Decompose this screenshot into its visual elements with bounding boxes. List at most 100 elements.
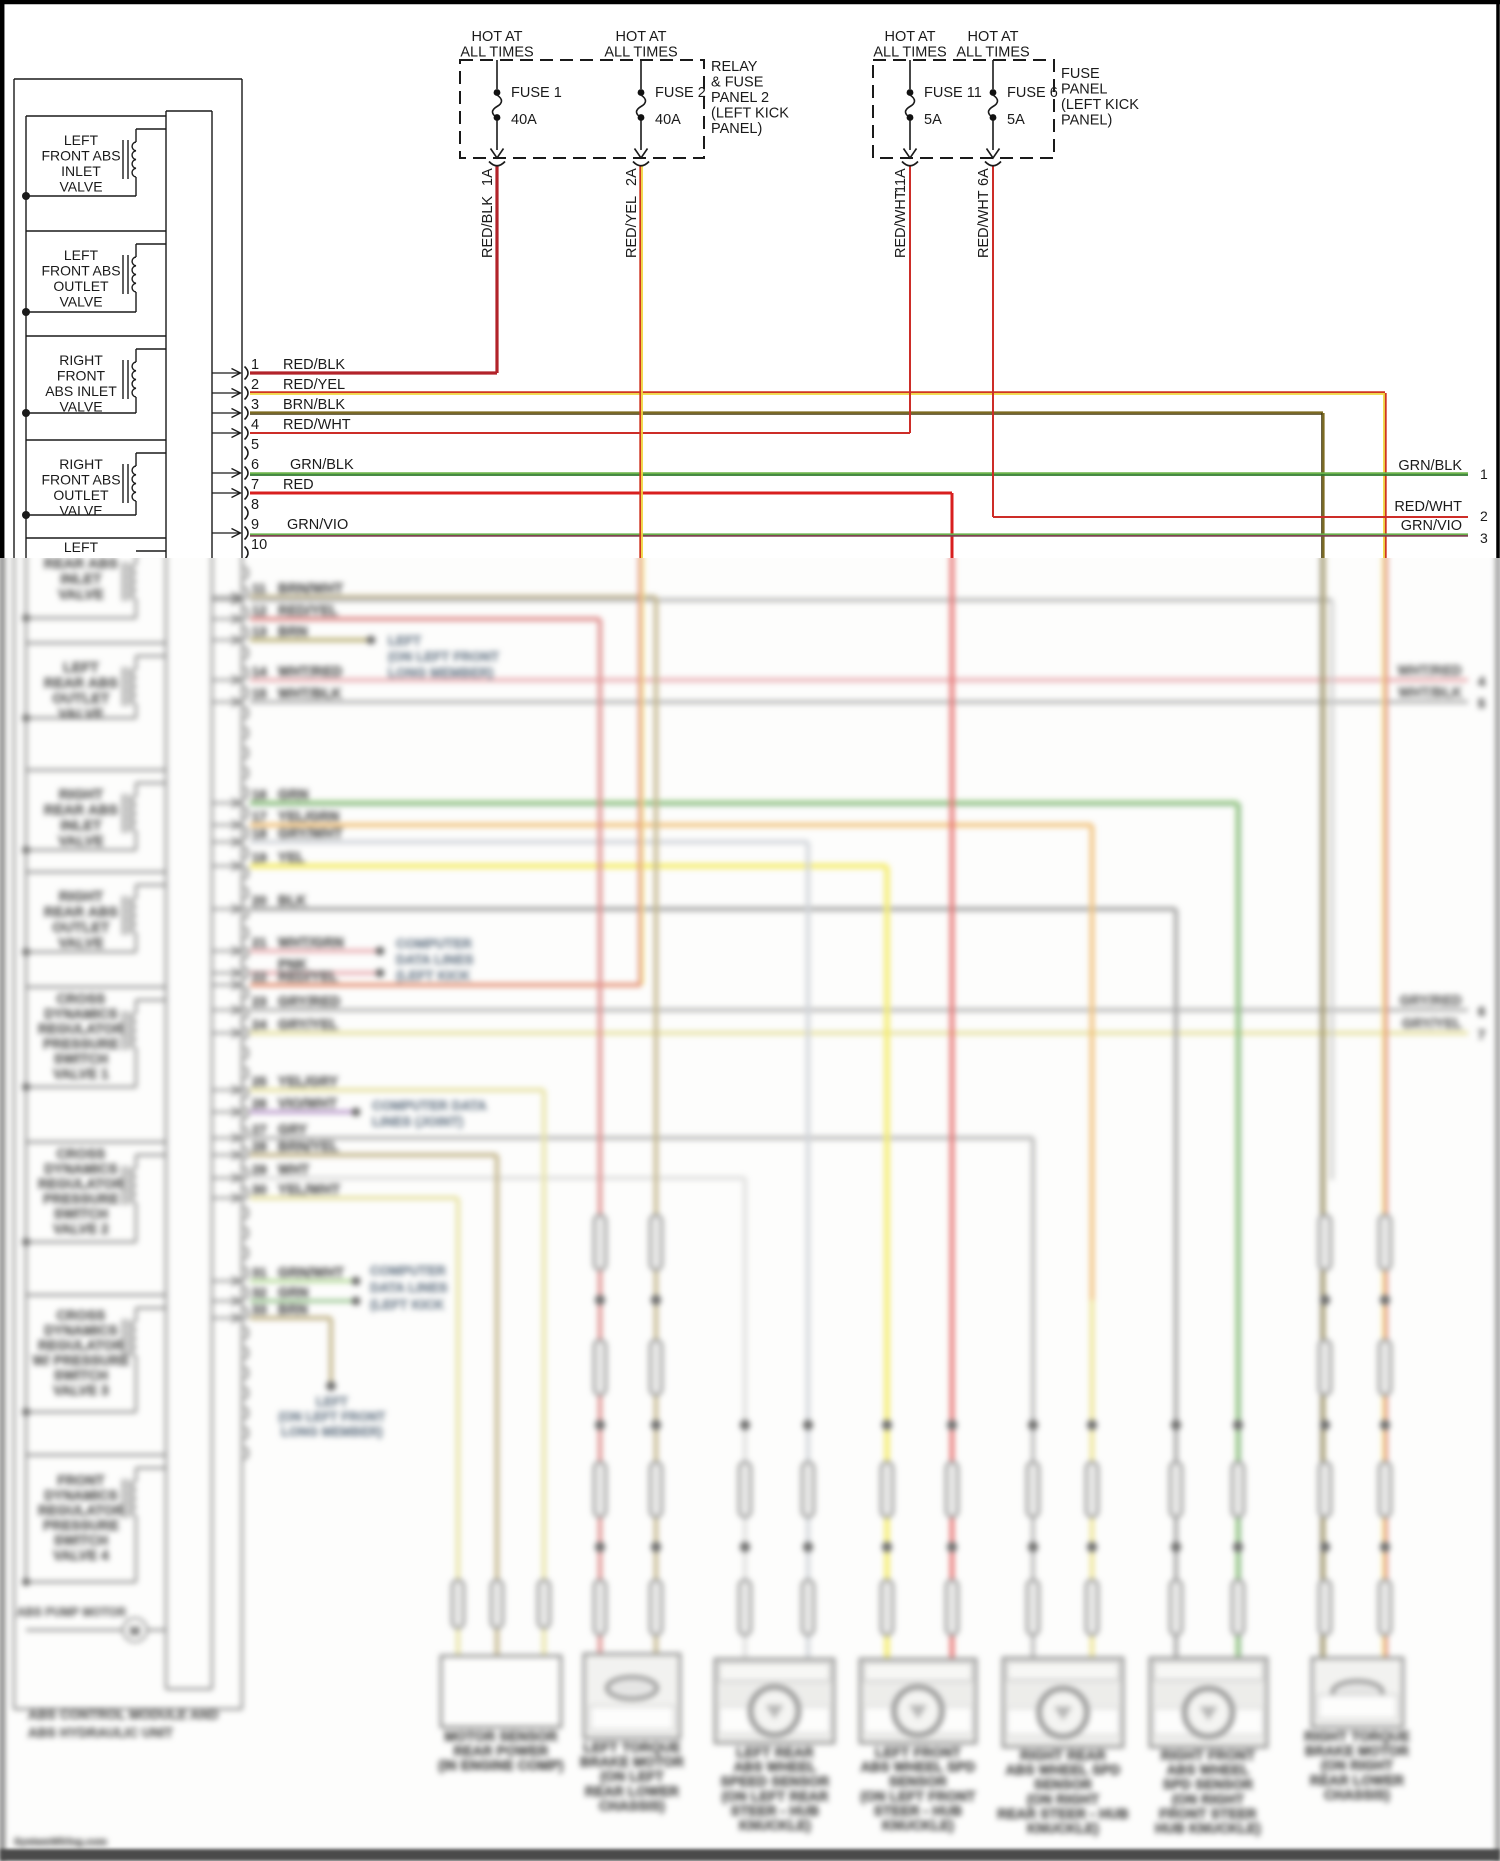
svg-text:RED/WHT: RED/WHT xyxy=(283,417,351,433)
svg-text:DYNAMICS: DYNAMICS xyxy=(44,1323,118,1338)
svg-text:(ON LEFT REAR: (ON LEFT REAR xyxy=(722,1789,829,1804)
svg-text:REGULATOR: REGULATOR xyxy=(38,1503,124,1518)
svg-text:1A: 1A xyxy=(480,168,496,186)
svg-text:6: 6 xyxy=(251,457,259,473)
svg-text:BRN: BRN xyxy=(278,1302,308,1317)
svg-text:9: 9 xyxy=(251,517,259,533)
svg-text:VALVE: VALVE xyxy=(58,706,104,722)
svg-text:VALVE 3: VALVE 3 xyxy=(53,1383,109,1398)
svg-text:(ON LEFT FRONT: (ON LEFT FRONT xyxy=(388,649,499,664)
svg-text:CROSS: CROSS xyxy=(56,1147,105,1162)
svg-text:INLET: INLET xyxy=(60,817,102,833)
svg-text:PNK: PNK xyxy=(278,957,307,972)
svg-text:YEL: YEL xyxy=(278,850,305,865)
svg-text:ABS WHEEL SPD: ABS WHEEL SPD xyxy=(1006,1763,1121,1778)
svg-text:5A: 5A xyxy=(1007,112,1025,128)
svg-text:5: 5 xyxy=(251,437,259,453)
svg-text:SPD SENSOR: SPD SENSOR xyxy=(1163,1777,1254,1792)
svg-text:16: 16 xyxy=(252,787,267,802)
svg-text:REAR LOWER: REAR LOWER xyxy=(1310,1773,1404,1788)
svg-text:VALVE: VALVE xyxy=(59,179,102,195)
svg-text:OUTLET: OUTLET xyxy=(52,919,109,935)
svg-text:COMPUTER DATA: COMPUTER DATA xyxy=(372,1098,487,1113)
svg-text:BRN: BRN xyxy=(278,624,308,639)
svg-text:FRONT STEER: FRONT STEER xyxy=(1159,1806,1257,1821)
svg-text:LINES (JOINT): LINES (JOINT) xyxy=(372,1114,463,1129)
svg-text:GRY/YEL: GRY/YEL xyxy=(1402,1016,1462,1031)
svg-text:4: 4 xyxy=(1478,674,1486,689)
svg-text:11: 11 xyxy=(252,581,266,596)
svg-text:2: 2 xyxy=(1480,508,1488,524)
svg-text:OUTLET: OUTLET xyxy=(53,487,109,503)
svg-text:PANEL: PANEL xyxy=(1061,82,1107,98)
svg-text:13: 13 xyxy=(252,624,267,639)
svg-text:33: 33 xyxy=(252,1302,267,1317)
svg-text:6A: 6A xyxy=(976,168,992,186)
svg-text:RIGHT TORQUE: RIGHT TORQUE xyxy=(1304,1729,1410,1744)
svg-text:5A: 5A xyxy=(924,112,942,128)
svg-text:SWITCH: SWITCH xyxy=(54,1052,108,1067)
svg-text:FUSE: FUSE xyxy=(1061,66,1100,82)
svg-text:CHASSIS): CHASSIS) xyxy=(599,1798,665,1813)
svg-text:RED/YEL: RED/YEL xyxy=(278,603,338,618)
svg-text:7: 7 xyxy=(1478,1027,1485,1042)
svg-text:22: 22 xyxy=(252,969,267,984)
svg-text:FRONT: FRONT xyxy=(57,368,106,384)
svg-text:SPEED SENSOR: SPEED SENSOR xyxy=(721,1774,830,1789)
svg-text:FUSE 6: FUSE 6 xyxy=(1007,85,1058,101)
svg-text:8: 8 xyxy=(251,497,259,513)
svg-text:STEER - HUB: STEER - HUB xyxy=(731,1803,820,1818)
svg-text:ALL TIMES: ALL TIMES xyxy=(604,45,677,61)
svg-text:32: 32 xyxy=(252,1285,267,1300)
svg-text:GRN: GRN xyxy=(278,1285,309,1300)
svg-text:BRN/WHT: BRN/WHT xyxy=(278,581,344,596)
svg-text:ABS WHEEL: ABS WHEEL xyxy=(1167,1763,1250,1778)
svg-text:6: 6 xyxy=(1478,1004,1485,1019)
svg-text:14: 14 xyxy=(252,664,267,679)
svg-text:REGULATOR: REGULATOR xyxy=(38,1177,124,1192)
svg-text:18: 18 xyxy=(252,826,267,841)
svg-text:VALVE: VALVE xyxy=(59,294,102,310)
svg-text:11A: 11A xyxy=(893,168,909,193)
svg-text:PANEL): PANEL) xyxy=(1061,113,1112,129)
svg-text:25: 25 xyxy=(252,1074,267,1089)
svg-text:VALVE: VALVE xyxy=(58,586,104,602)
svg-text:RED/WHT: RED/WHT xyxy=(893,190,909,258)
svg-text:GRY/RED: GRY/RED xyxy=(278,994,340,1009)
svg-text:RIGHT: RIGHT xyxy=(59,352,103,368)
svg-text:DATA LINES: DATA LINES xyxy=(370,1280,448,1295)
svg-text:(ON RIGHT: (ON RIGHT xyxy=(1172,1792,1245,1807)
svg-text:FUSE 2: FUSE 2 xyxy=(655,85,706,101)
svg-text:21: 21 xyxy=(252,935,267,950)
svg-text:12: 12 xyxy=(252,603,267,618)
svg-text:SENSOR: SENSOR xyxy=(889,1774,947,1789)
svg-text:DYNAMICS: DYNAMICS xyxy=(44,1488,118,1503)
svg-text:23: 23 xyxy=(252,994,267,1009)
svg-text:OUTLET: OUTLET xyxy=(52,690,109,706)
svg-text:INLET: INLET xyxy=(61,163,101,179)
svg-text:PRESSURE: PRESSURE xyxy=(43,1037,119,1052)
svg-text:(ON LEFT: (ON LEFT xyxy=(600,1769,664,1784)
svg-text:10: 10 xyxy=(251,537,267,553)
svg-text:OUTLET: OUTLET xyxy=(53,278,109,294)
svg-text:KNUCKLE): KNUCKLE) xyxy=(882,1818,954,1833)
svg-text:LEFT FRONT: LEFT FRONT xyxy=(875,1745,962,1760)
svg-text:BRAKE MOTOR: BRAKE MOTOR xyxy=(580,1755,684,1770)
svg-text:(ON LEFT FRONT: (ON LEFT FRONT xyxy=(279,1410,386,1424)
svg-text:GRY/WHT: GRY/WHT xyxy=(278,826,343,841)
svg-text:LEFT: LEFT xyxy=(64,247,99,263)
svg-text:3: 3 xyxy=(1480,530,1488,546)
svg-text:FRONT: FRONT xyxy=(57,1473,105,1488)
svg-text:DATA LINES: DATA LINES xyxy=(396,952,474,967)
svg-text:(ON RIGHT: (ON RIGHT xyxy=(1321,1758,1394,1773)
svg-text:29: 29 xyxy=(252,1162,267,1177)
svg-text:15: 15 xyxy=(252,686,267,701)
svg-text:26: 26 xyxy=(252,1096,267,1111)
svg-text:HOT AT: HOT AT xyxy=(615,29,666,45)
svg-text:RED/YEL: RED/YEL xyxy=(624,196,640,258)
svg-text:1: 1 xyxy=(251,357,259,373)
svg-text:VALVE: VALVE xyxy=(58,833,104,849)
svg-text:40A: 40A xyxy=(655,112,681,128)
svg-text:REAR ABS: REAR ABS xyxy=(44,904,118,920)
svg-text:BRN/YEL: BRN/YEL xyxy=(278,1139,339,1154)
